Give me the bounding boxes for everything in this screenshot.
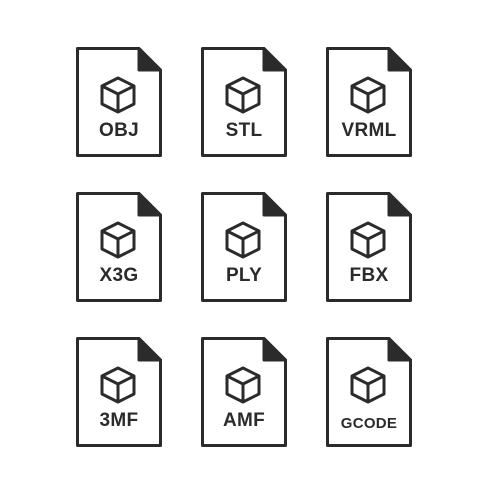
cube-icon: [225, 76, 261, 114]
file-type-label: FBX: [349, 265, 389, 286]
file-icon-x3g: X3G: [76, 192, 162, 302]
file-icon-gcode: GCODE: [326, 337, 412, 447]
cube-icon: [225, 366, 261, 404]
file-type-label: STL: [225, 120, 263, 141]
file-type-label: AMF: [222, 410, 266, 431]
cube-icon: [350, 366, 386, 404]
cube-icon: [350, 221, 386, 259]
file-type-label: OBJ: [99, 120, 139, 141]
file-icon-ply: PLY: [201, 192, 287, 302]
file-icon-stl: STL: [201, 47, 287, 157]
cube-icon: [225, 221, 261, 259]
file-type-label: 3MF: [99, 410, 139, 431]
file-icon-amf: AMF: [201, 337, 287, 447]
file-icon-3mf: 3MF: [76, 337, 162, 447]
file-type-label: GCODE: [340, 415, 398, 432]
file-icon-obj: OBJ: [76, 47, 162, 157]
file-type-label: VRML: [341, 120, 397, 141]
cube-icon: [100, 76, 136, 114]
cube-icon: [350, 76, 386, 114]
file-icon-vrml: VRML: [326, 47, 412, 157]
cube-icon: [100, 366, 136, 404]
file-type-label: PLY: [225, 265, 263, 286]
file-type-label: X3G: [99, 265, 139, 286]
cube-icon: [100, 221, 136, 259]
file-icon-fbx: FBX: [326, 192, 412, 302]
